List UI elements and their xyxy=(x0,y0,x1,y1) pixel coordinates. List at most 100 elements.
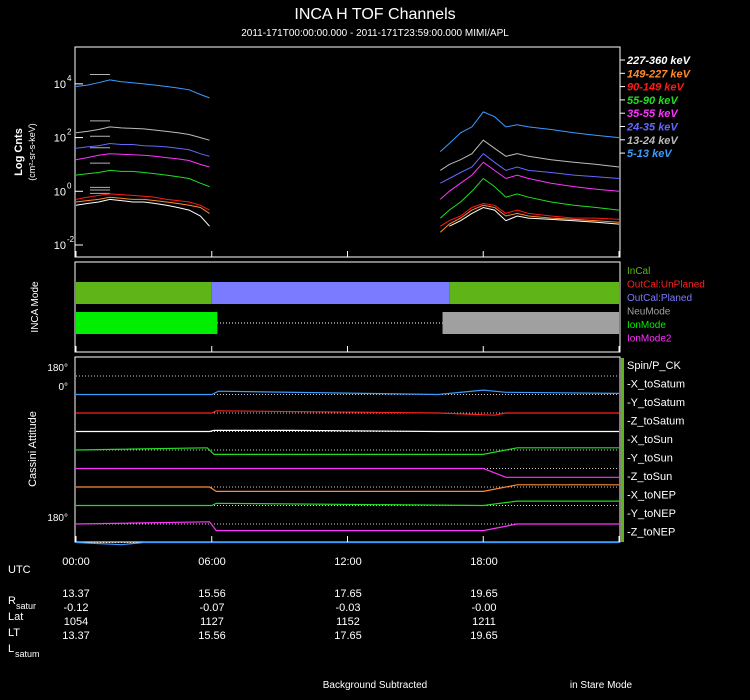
tof-panel-frame xyxy=(74,46,621,258)
mode-cal-bar-InCal xyxy=(449,282,619,304)
tof-ytick-exp: 4 xyxy=(67,74,72,83)
attitude-series--X_toNEP xyxy=(76,500,619,507)
attitude-series--Z_toNEP xyxy=(75,541,619,546)
tof-legend-35-55-keV: 35-55 keV xyxy=(627,108,679,120)
mode-legend-NeuMode: NeuMode xyxy=(627,307,671,318)
tof-series-line-5-13-keV xyxy=(75,79,210,99)
attitude-series--X_toSatum xyxy=(76,389,620,396)
tof-legend-24-35-keV: 24-35 keV xyxy=(626,122,679,134)
tof-series-line-55-90-keV xyxy=(439,177,620,219)
mode-cal-bar-InCal xyxy=(76,282,212,304)
row-label-lt: LT xyxy=(8,627,20,639)
lt-value: 1127 xyxy=(200,616,224,628)
mode-ion-bar-IonMode xyxy=(76,312,218,334)
l-value: 17.65 xyxy=(334,630,362,642)
lat-value: -0.12 xyxy=(63,602,88,614)
time-tick-0: 00:00 xyxy=(62,556,90,568)
row-label-l: L xyxy=(8,643,14,655)
attitude-ytick-label: 180° xyxy=(47,513,68,524)
utc-label: UTC xyxy=(8,564,31,576)
r-value: 17.65 xyxy=(334,588,362,600)
tof-ytick-exp: 2 xyxy=(67,128,72,137)
r-value: 19.65 xyxy=(470,588,498,600)
tof-legend-90-149-keV: 90-149 keV xyxy=(627,82,686,94)
tof-series-line-149-227-keV xyxy=(439,204,620,233)
mode-legend-IonMode: IonMode xyxy=(627,320,666,331)
mode-legend-OutCal-UnPlaned: OutCal:UnPlaned xyxy=(627,280,705,291)
lat-value: -0.03 xyxy=(335,602,360,614)
tof-series-line-149-227-keV xyxy=(75,196,210,214)
attitude-ylabel: Cassini Attitude xyxy=(27,411,39,487)
tof-legend-149-227-keV: 149-227 keV xyxy=(627,68,692,80)
tof-series-line-24-35-keV xyxy=(75,142,210,157)
row-label-r: R xyxy=(8,595,16,607)
tof-series-line-13-24-keV xyxy=(440,139,620,171)
attitude-legend--X_toNEP: -X_toNEP xyxy=(627,490,676,502)
attitude-series--Z_toSatum xyxy=(76,429,619,433)
row-label-lat: Lat xyxy=(8,611,23,623)
attitude-series--Y_toSun xyxy=(76,467,619,478)
attitude-legend--Y_toNEP: -Y_toNEP xyxy=(627,508,676,520)
attitude-legend--Y_toSun: -Y_toSun xyxy=(627,453,673,465)
attitude-series--Y_toNEP xyxy=(75,521,619,532)
lt-value: 1054 xyxy=(64,616,88,628)
tof-legend-227-360-keV: 227-360 keV xyxy=(626,55,692,67)
mode-ylabel: INCA Mode xyxy=(30,281,41,333)
attitude-legend--Y_toSatum: -Y_toSatum xyxy=(627,397,685,409)
r-value: 13.37 xyxy=(62,588,90,600)
l-value: 13.37 xyxy=(62,630,90,642)
attitude-legend--X_toSatum: -X_toSatum xyxy=(627,379,685,391)
chart-subtitle: 2011-171T00:00:00.000 - 2011-171T23:59:0… xyxy=(241,28,509,39)
tof-legend-13-24-keV: 13-24 keV xyxy=(627,135,679,147)
attitude-legend--Z_toSun: -Z_toSun xyxy=(627,471,672,483)
tof-series-line-35-55-keV xyxy=(75,153,210,168)
tof-ytick-exp: 0 xyxy=(67,181,72,190)
r-value: 15.56 xyxy=(198,588,226,600)
tof-ylabel: Log Cnts xyxy=(13,128,25,176)
time-tick-2: 12:00 xyxy=(334,556,362,568)
tof-ytick-label: 10 xyxy=(54,240,66,252)
time-tick-3: 18:00 xyxy=(470,556,498,568)
footer-left: Background Subtracted xyxy=(323,680,428,691)
mode-cal-bar-OutCal-Planed xyxy=(211,282,450,304)
tof-series-line-227-360-keV xyxy=(449,206,620,227)
tof-ytick-exp: -2 xyxy=(67,235,75,244)
tof-series-line-35-55-keV xyxy=(439,161,620,200)
lat-value: -0.07 xyxy=(199,602,224,614)
attitude-legend-Spin-P_CK: Spin/P_CK xyxy=(627,360,681,372)
attitude-legend--Z_toNEP: -Z_toNEP xyxy=(627,527,675,539)
mode-ion-bar-NeuMode xyxy=(442,312,619,334)
lt-value: 1152 xyxy=(336,616,360,628)
mode-legend-OutCal-Planed: OutCal:Planed xyxy=(627,293,692,304)
row-label-l-sub: satum xyxy=(15,649,40,659)
footer-right: in Stare Mode xyxy=(570,680,633,691)
tof-series-line-24-35-keV xyxy=(440,153,620,184)
mode-legend-InCal: InCal xyxy=(627,266,650,277)
tof-ytick-label: 10 xyxy=(54,133,66,145)
tof-legend-55-90-keV: 55-90 keV xyxy=(627,95,679,107)
attitude-ytick-label: 0° xyxy=(58,382,68,393)
tof-series-line-55-90-keV xyxy=(75,169,210,188)
lat-value: -0.00 xyxy=(471,602,496,614)
attitude-legend--X_toSun: -X_toSun xyxy=(627,434,673,446)
ephemeris-values: 13.37 15.56 17.65 19.65 -0.12 -0.07 -0.0… xyxy=(62,588,498,642)
tof-series-line-90-149-keV xyxy=(440,202,620,227)
mode-legend-IonMode2: IonMode2 xyxy=(627,334,672,345)
tof-series-line-90-149-keV xyxy=(75,193,210,211)
tof-legend-5-13-keV: 5-13 keV xyxy=(627,148,673,160)
attitude-series--Y_toSatum xyxy=(76,410,619,416)
tof-series-layer xyxy=(75,73,620,233)
row-label-r-sub: satur xyxy=(16,601,36,611)
attitude-series--Z_toSun xyxy=(76,484,619,492)
lt-value: 1211 xyxy=(472,616,496,628)
tof-series-line-5-13-keV xyxy=(439,111,620,152)
time-tick-1: 06:00 xyxy=(198,556,226,568)
l-value: 15.56 xyxy=(198,630,226,642)
tof-ytick-label: 10 xyxy=(54,79,66,91)
tof-ylabel-units: (cm²-sr-s-keV) xyxy=(27,123,37,181)
tof-series-line-227-360-keV xyxy=(75,198,210,227)
tof-series-line-13-24-keV xyxy=(75,126,210,141)
